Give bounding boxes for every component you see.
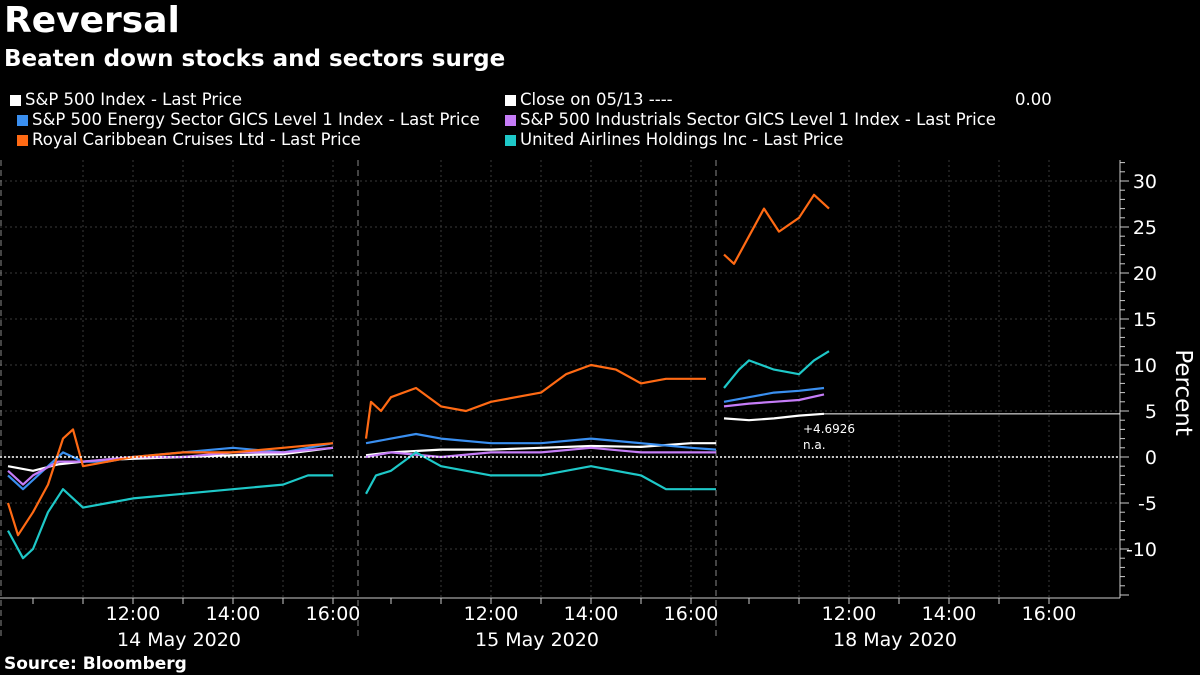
chart-title: Reversal	[4, 0, 180, 41]
y-tick-label: 30	[1133, 171, 1157, 193]
legend-label: United Airlines Holdings Inc - Last Pric…	[520, 130, 844, 149]
x-tick-label: 14:00	[564, 603, 619, 625]
legend-item-industrials: S&P 500 Industrials Sector GICS Level 1 …	[505, 110, 996, 130]
x-tick-label: 16:00	[664, 603, 719, 625]
legend-close-value: 0.00	[1015, 90, 1052, 109]
series-line-4-day-1	[365, 451, 716, 495]
legend-label: Close on 05/13 ----	[520, 90, 673, 109]
chart-subtitle: Beaten down stocks and sectors surge	[4, 46, 506, 72]
y-tick-label: 5	[1145, 401, 1157, 423]
x-tick-label: 16:00	[306, 603, 361, 625]
series-line-1-day-2	[723, 386, 825, 403]
legend-swatch	[17, 115, 28, 126]
series-line-2-day-1	[365, 446, 716, 459]
x-tick-label: 14:00	[206, 603, 261, 625]
x-day-label: 15 May 2020	[475, 629, 599, 651]
y-axis-label: Percent	[1170, 349, 1196, 436]
legend-item-energy: S&P 500 Energy Sector GICS Level 1 Index…	[17, 110, 480, 130]
legend-label: Royal Caribbean Cruises Ltd - Last Price	[32, 130, 361, 149]
x-day-label: 14 May 2020	[117, 629, 241, 651]
legend-item-close: Close on 05/13 ----	[505, 90, 673, 110]
y-tick-label: 20	[1133, 263, 1157, 285]
x-tick-label: 12:00	[106, 603, 161, 625]
annotation-last-price: +4.6926	[803, 422, 855, 436]
legend-label: S&P 500 Index - Last Price	[25, 90, 243, 109]
legend-label: S&P 500 Energy Sector GICS Level 1 Index…	[32, 110, 480, 129]
legend-label: S&P 500 Industrials Sector GICS Level 1 …	[520, 110, 996, 129]
series-line-0-day-1	[365, 442, 716, 457]
series-line-3-day-0	[6, 428, 334, 537]
legend-swatch	[505, 95, 516, 106]
legend-swatch	[505, 135, 516, 146]
y-tick-label: 25	[1133, 217, 1157, 239]
source-note: Source: Bloomberg	[4, 654, 187, 674]
series-line-2-day-0	[7, 446, 334, 486]
legend-swatch	[17, 135, 28, 146]
y-tick-label: -5	[1138, 493, 1157, 515]
y-tick-label: 0	[1145, 447, 1157, 469]
x-tick-label: 12:00	[822, 603, 877, 625]
series-line-1-day-0	[7, 442, 334, 491]
series-line-3-day-2	[723, 193, 830, 265]
x-tick-label: 14:00	[922, 603, 977, 625]
y-tick-label: 10	[1133, 355, 1157, 377]
x-day-label: 18 May 2020	[833, 629, 957, 651]
series-line-2-day-2	[723, 393, 825, 408]
y-tick-label: -10	[1126, 539, 1157, 561]
series-line-4-day-2	[723, 350, 830, 389]
annotation-na: n.a.	[803, 438, 826, 452]
series-line-0-day-2	[723, 412, 825, 422]
legend-item-royal-caribbean: Royal Caribbean Cruises Ltd - Last Price	[17, 130, 361, 150]
series-line-4-day-0	[7, 474, 333, 560]
y-tick-label: 15	[1133, 309, 1157, 331]
legend-item-united-airlines: United Airlines Holdings Inc - Last Pric…	[505, 130, 843, 150]
series-line-1-day-1	[365, 432, 717, 451]
legend-swatch	[10, 95, 21, 106]
series-line-3-day-1	[364, 363, 706, 439]
x-tick-label: 16:00	[1022, 603, 1077, 625]
legend-item-sp500: S&P 500 Index - Last Price	[10, 90, 242, 110]
legend-swatch	[505, 115, 516, 126]
x-tick-label: 12:00	[464, 603, 519, 625]
